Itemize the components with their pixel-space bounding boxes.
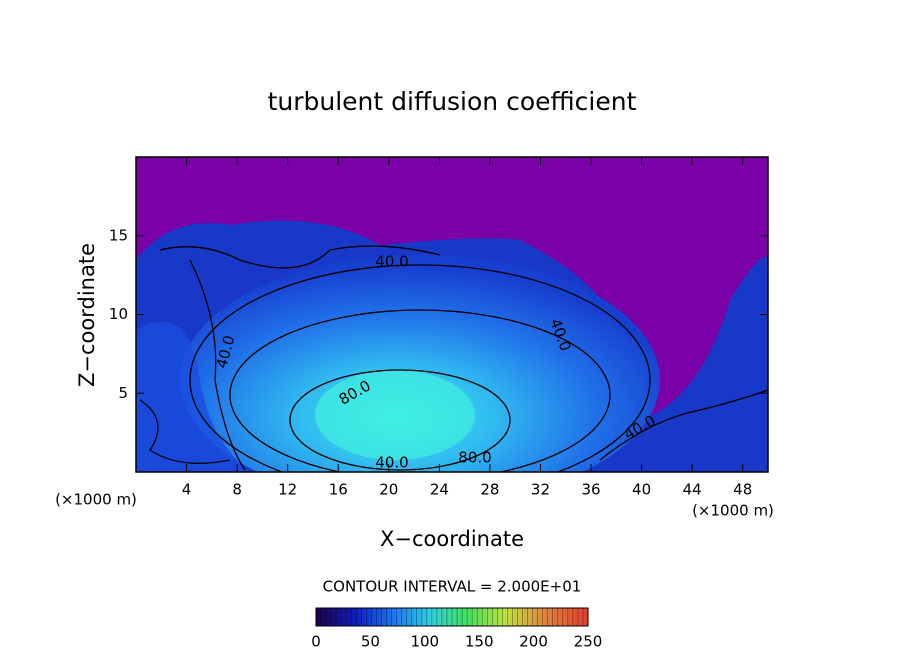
x-tick-label: 40 xyxy=(632,481,651,499)
x-tick-label: 44 xyxy=(683,481,702,499)
x-tick-label: 16 xyxy=(329,481,348,499)
contour-label: 80.0 xyxy=(458,449,491,467)
x-unit-label: (×1000 m) xyxy=(692,502,774,520)
contour-label: 40.0 xyxy=(375,253,408,271)
x-tick-label: 20 xyxy=(379,481,398,499)
x-tick-label: 36 xyxy=(581,481,600,499)
y-axis-label: Z−coordinate xyxy=(75,243,99,387)
x-tick-label: 4 xyxy=(182,481,192,499)
x-tick-label: 12 xyxy=(278,481,297,499)
colorbar-tick-label: 0 xyxy=(311,633,321,651)
x-tick-label: 48 xyxy=(733,481,752,499)
y-tick-label: 5 xyxy=(118,384,128,402)
y-tick-label: 10 xyxy=(109,305,128,323)
x-unit-label: (×1000 m) xyxy=(55,491,137,509)
colorbar-tick-label: 200 xyxy=(519,633,548,651)
x-tick-label: 28 xyxy=(480,481,499,499)
x-tick-label: 24 xyxy=(430,481,449,499)
colorbar-tick-label: 100 xyxy=(410,633,439,651)
colorbar-tick-label: 250 xyxy=(574,633,603,651)
annotation: CONTOUR INTERVAL = 2.000E+01 xyxy=(323,578,582,596)
y-tick-label: 15 xyxy=(109,226,128,244)
contour-label: 40.0 xyxy=(375,454,408,472)
x-tick-label: 8 xyxy=(232,481,242,499)
colorbar-tick-label: 150 xyxy=(465,633,494,651)
x-tick-label: 32 xyxy=(531,481,550,499)
x-axis-label: X−coordinate xyxy=(380,527,524,551)
field xyxy=(136,157,768,472)
colorbar-tick-label: 50 xyxy=(361,633,380,651)
chart-title: turbulent diffusion coefficient xyxy=(268,87,637,116)
